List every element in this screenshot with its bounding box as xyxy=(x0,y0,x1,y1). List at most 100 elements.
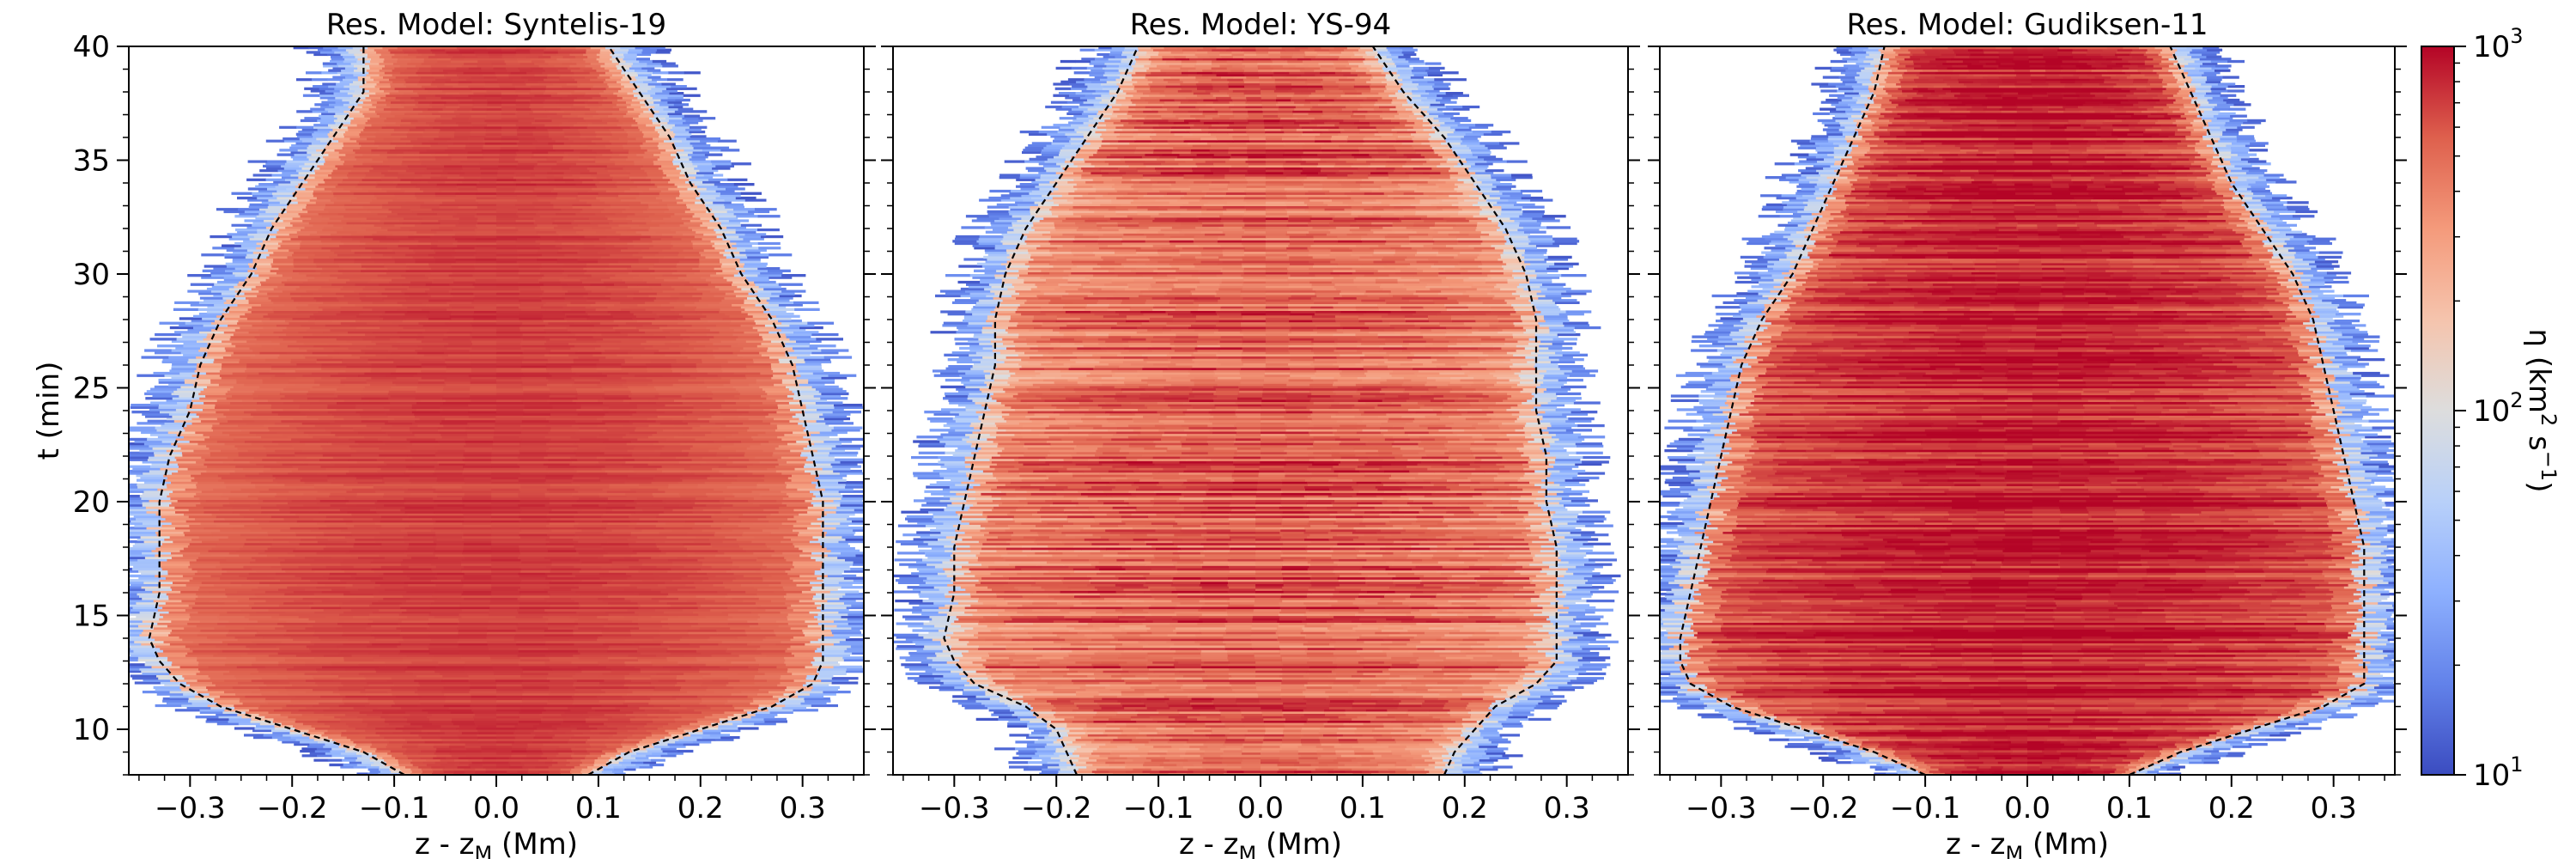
heatmap-cell xyxy=(586,754,602,758)
heatmap-cell xyxy=(787,460,814,464)
heatmap-cell xyxy=(838,490,864,493)
heatmap-cell xyxy=(629,387,657,391)
heatmap-cell xyxy=(207,636,236,639)
heatmap-cell xyxy=(361,397,389,400)
heatmap-cell xyxy=(302,597,331,600)
heatmap-cell xyxy=(601,685,629,689)
heatmap-cell xyxy=(410,772,422,775)
heatmap-cell xyxy=(309,752,326,755)
heatmap-cell xyxy=(811,502,841,505)
heatmap-cell xyxy=(535,734,556,737)
heatmap-cell xyxy=(468,679,496,682)
heatmap-cell xyxy=(770,531,800,534)
heatmap-cell xyxy=(379,654,408,657)
heatmap-cell xyxy=(158,583,187,587)
heatmap-cell xyxy=(258,629,288,632)
heatmap-cell xyxy=(437,492,465,496)
heatmap-cell xyxy=(464,768,476,771)
heatmap-cell xyxy=(707,442,735,446)
heatmap-cell xyxy=(631,454,661,457)
heatmap-cell xyxy=(648,702,675,705)
heatmap-cell xyxy=(343,763,358,767)
heatmap-cell xyxy=(574,385,603,389)
heatmap-cell xyxy=(334,397,362,400)
heatmap-cell xyxy=(208,674,235,678)
heatmap-cell xyxy=(628,371,655,375)
heatmap-cell xyxy=(732,508,764,512)
heatmap-cell xyxy=(404,490,434,493)
heatmap-cell xyxy=(432,722,454,726)
heatmap-cell xyxy=(397,709,423,712)
heatmap-cell xyxy=(337,394,365,398)
heatmap-cell xyxy=(570,770,581,773)
heatmap-cell xyxy=(422,724,441,728)
heatmap-cell xyxy=(549,540,579,544)
heatmap-cell xyxy=(335,433,362,436)
heatmap-cell xyxy=(407,717,430,721)
heatmap-cell xyxy=(544,476,573,480)
heatmap-cell xyxy=(720,624,750,628)
heatmap-cell xyxy=(399,649,430,653)
heatmap-cell xyxy=(732,579,763,582)
heatmap-cell xyxy=(636,742,653,746)
heatmap-cell xyxy=(644,346,670,350)
heatmap-cell xyxy=(142,460,170,464)
heatmap-cell xyxy=(129,485,138,489)
heatmap-cell xyxy=(754,722,776,726)
heatmap-cell xyxy=(578,472,608,475)
heatmap-cell xyxy=(817,538,847,541)
heatmap-cell xyxy=(491,456,519,460)
heatmap-cell xyxy=(342,633,372,637)
heatmap-cell xyxy=(602,520,631,523)
heatmap-cell xyxy=(491,574,520,578)
heatmap-cell xyxy=(158,677,185,680)
heatmap-cell xyxy=(547,533,576,537)
heatmap-cell xyxy=(679,572,708,576)
heatmap-cell xyxy=(263,636,292,639)
heatmap-cell xyxy=(496,740,515,744)
heatmap-cell xyxy=(650,758,665,762)
heatmap-cell xyxy=(173,390,202,393)
heatmap-cell xyxy=(293,399,319,402)
heatmap-cell xyxy=(179,636,208,639)
heatmap-cell xyxy=(718,447,748,450)
heatmap-cell xyxy=(767,467,796,471)
heatmap-cell xyxy=(634,458,664,461)
heatmap-cell xyxy=(604,679,632,682)
heatmap-cell xyxy=(517,654,546,657)
heatmap-cell xyxy=(225,593,256,596)
heatmap-cell xyxy=(401,770,413,773)
heatmap-cell xyxy=(592,342,617,345)
heatmap-cell xyxy=(569,615,598,618)
heatmap-cell xyxy=(832,411,861,414)
heatmap-cell xyxy=(602,419,630,423)
heatmap-cell xyxy=(462,499,492,503)
heatmap-cell xyxy=(170,631,200,635)
heatmap-cell xyxy=(437,495,465,498)
heatmap-cell xyxy=(696,570,727,573)
heatmap-cell xyxy=(519,506,550,509)
heatmap-cell xyxy=(598,699,626,703)
heatmap-cell xyxy=(429,649,460,653)
heatmap-cell xyxy=(591,770,603,773)
heatmap-cell xyxy=(458,629,488,632)
heatmap-cell xyxy=(660,549,690,552)
heatmap-cell xyxy=(252,606,283,610)
heatmap-cell xyxy=(246,339,272,344)
heatmap-cell xyxy=(794,654,823,657)
heatmap-cell xyxy=(307,392,335,396)
heatmap-cell xyxy=(815,476,843,480)
heatmap-cell xyxy=(652,752,668,755)
heatmap-cell xyxy=(337,371,365,375)
heatmap-cell xyxy=(700,423,726,428)
heatmap-cell xyxy=(757,692,784,696)
heatmap-cell xyxy=(571,362,597,366)
heatmap-cell xyxy=(341,681,368,685)
heatmap-cell xyxy=(748,499,777,503)
heatmap-cell xyxy=(521,563,552,566)
heatmap-cell xyxy=(440,729,459,733)
heatmap-cell xyxy=(546,677,574,680)
heatmap-cell xyxy=(142,521,173,525)
heatmap-cell xyxy=(549,685,576,689)
heatmap-cell xyxy=(243,545,271,548)
